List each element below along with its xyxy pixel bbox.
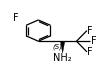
Polygon shape xyxy=(60,41,65,53)
Text: F: F xyxy=(91,36,96,46)
Text: F: F xyxy=(87,26,93,36)
Text: F: F xyxy=(13,13,18,23)
Text: F: F xyxy=(87,47,93,57)
Text: NH₂: NH₂ xyxy=(53,53,72,63)
Text: (S): (S) xyxy=(53,43,63,50)
